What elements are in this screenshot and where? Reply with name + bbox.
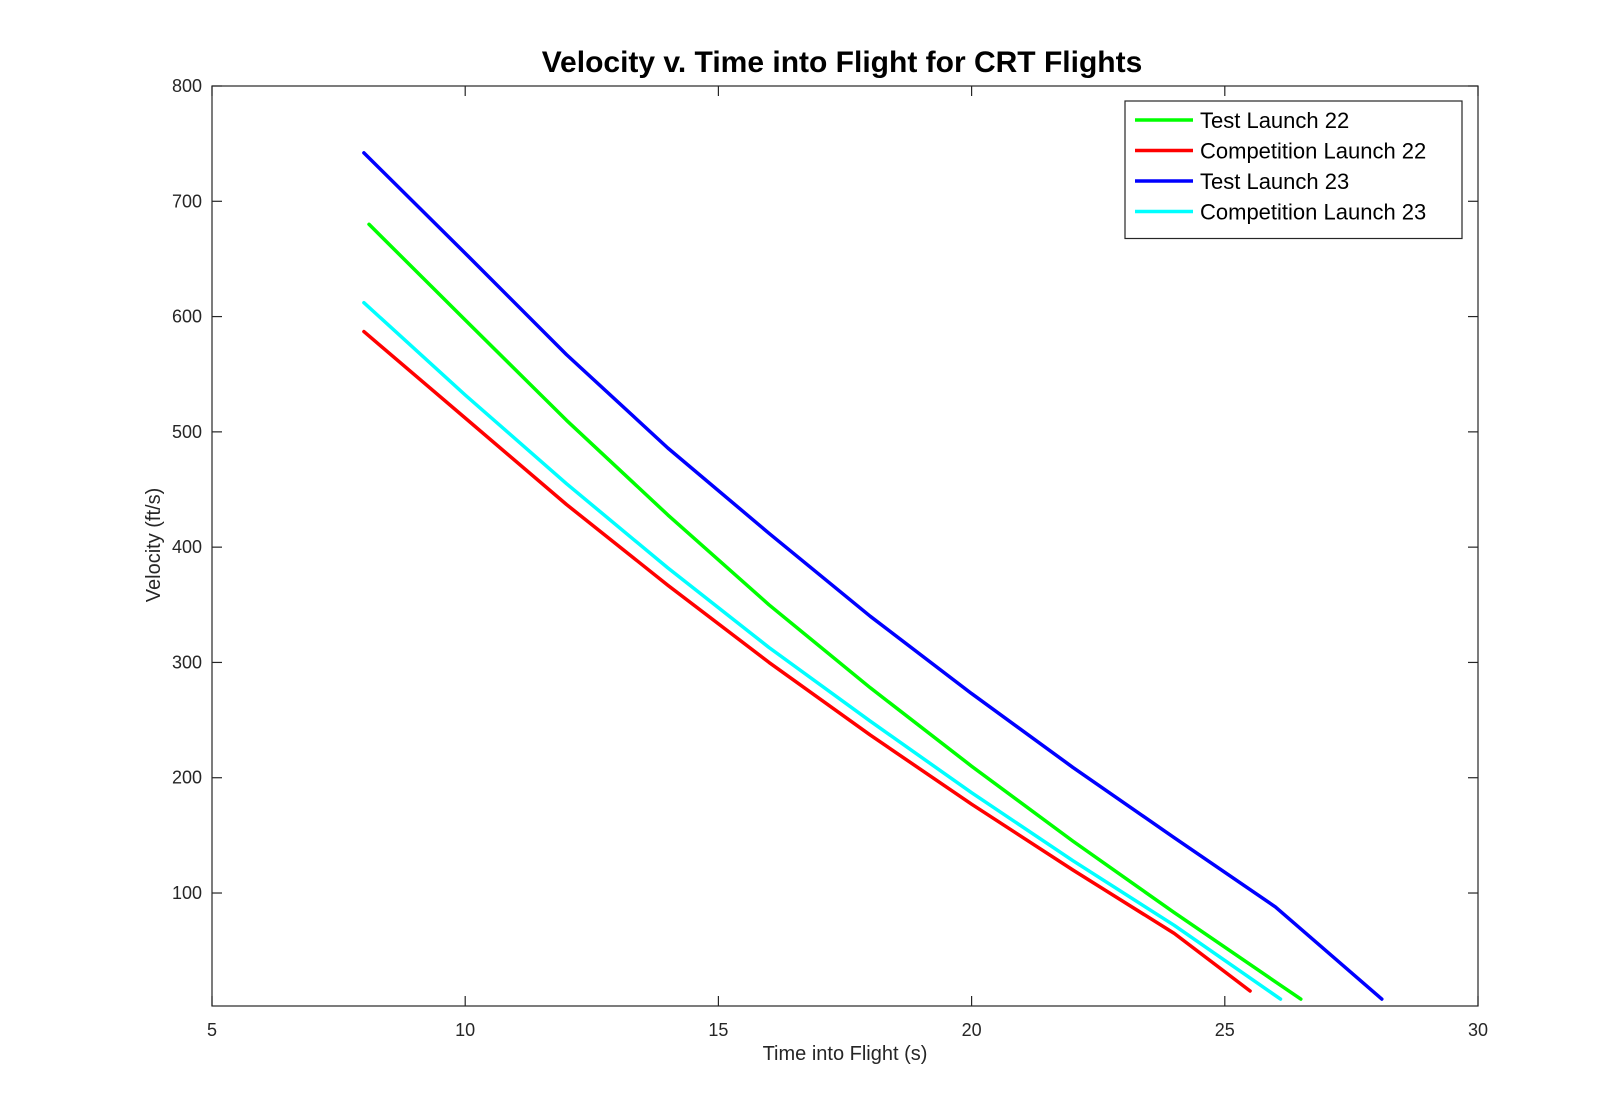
axes-box: [211, 85, 1479, 1007]
y-tick-label: 600: [172, 307, 202, 327]
series-line: [362, 329, 1252, 993]
x-tick-label: 25: [1215, 1020, 1235, 1040]
legend-label: Competition Launch 22: [1200, 139, 1426, 164]
y-axis-label: Velocity (ft/s): [143, 488, 165, 602]
legend-label: Competition Launch 23: [1200, 200, 1426, 225]
legend: Test Launch 22 Competition Launch 22 Test …: [1124, 100, 1463, 240]
y-tick-label: 800: [172, 76, 202, 96]
y-tick-label: 300: [172, 652, 202, 672]
series-line: [362, 300, 1283, 1001]
y-tick-label: 400: [172, 537, 202, 557]
y-tick-label: 200: [172, 768, 202, 788]
chart-title: Velocity v. Time into Flight for CRT Fli…: [542, 46, 1143, 79]
y-tick-label: 100: [172, 883, 202, 903]
x-axis-label: Time into Flight (s): [763, 1043, 928, 1065]
x-tick-label: 20: [962, 1020, 982, 1040]
x-tick-label: 15: [708, 1020, 728, 1040]
x-tick-label: 30: [1468, 1020, 1488, 1040]
x-tick-label: 5: [207, 1020, 217, 1040]
x-tick-label: 10: [455, 1020, 475, 1040]
series-line: [367, 222, 1303, 1001]
y-tick-label: 700: [172, 191, 202, 211]
plot-area: [362, 151, 1384, 1001]
series-line: [362, 151, 1384, 1001]
legend-box: [1124, 100, 1463, 240]
legend-label: Test Launch 22: [1200, 108, 1349, 133]
legend-label: Test Launch 23: [1200, 169, 1349, 194]
axis-ticks: 5 10 15 20 25 30 100 200 300 400 500 600 700 800: [172, 76, 1488, 1040]
y-tick-label: 500: [172, 422, 202, 442]
